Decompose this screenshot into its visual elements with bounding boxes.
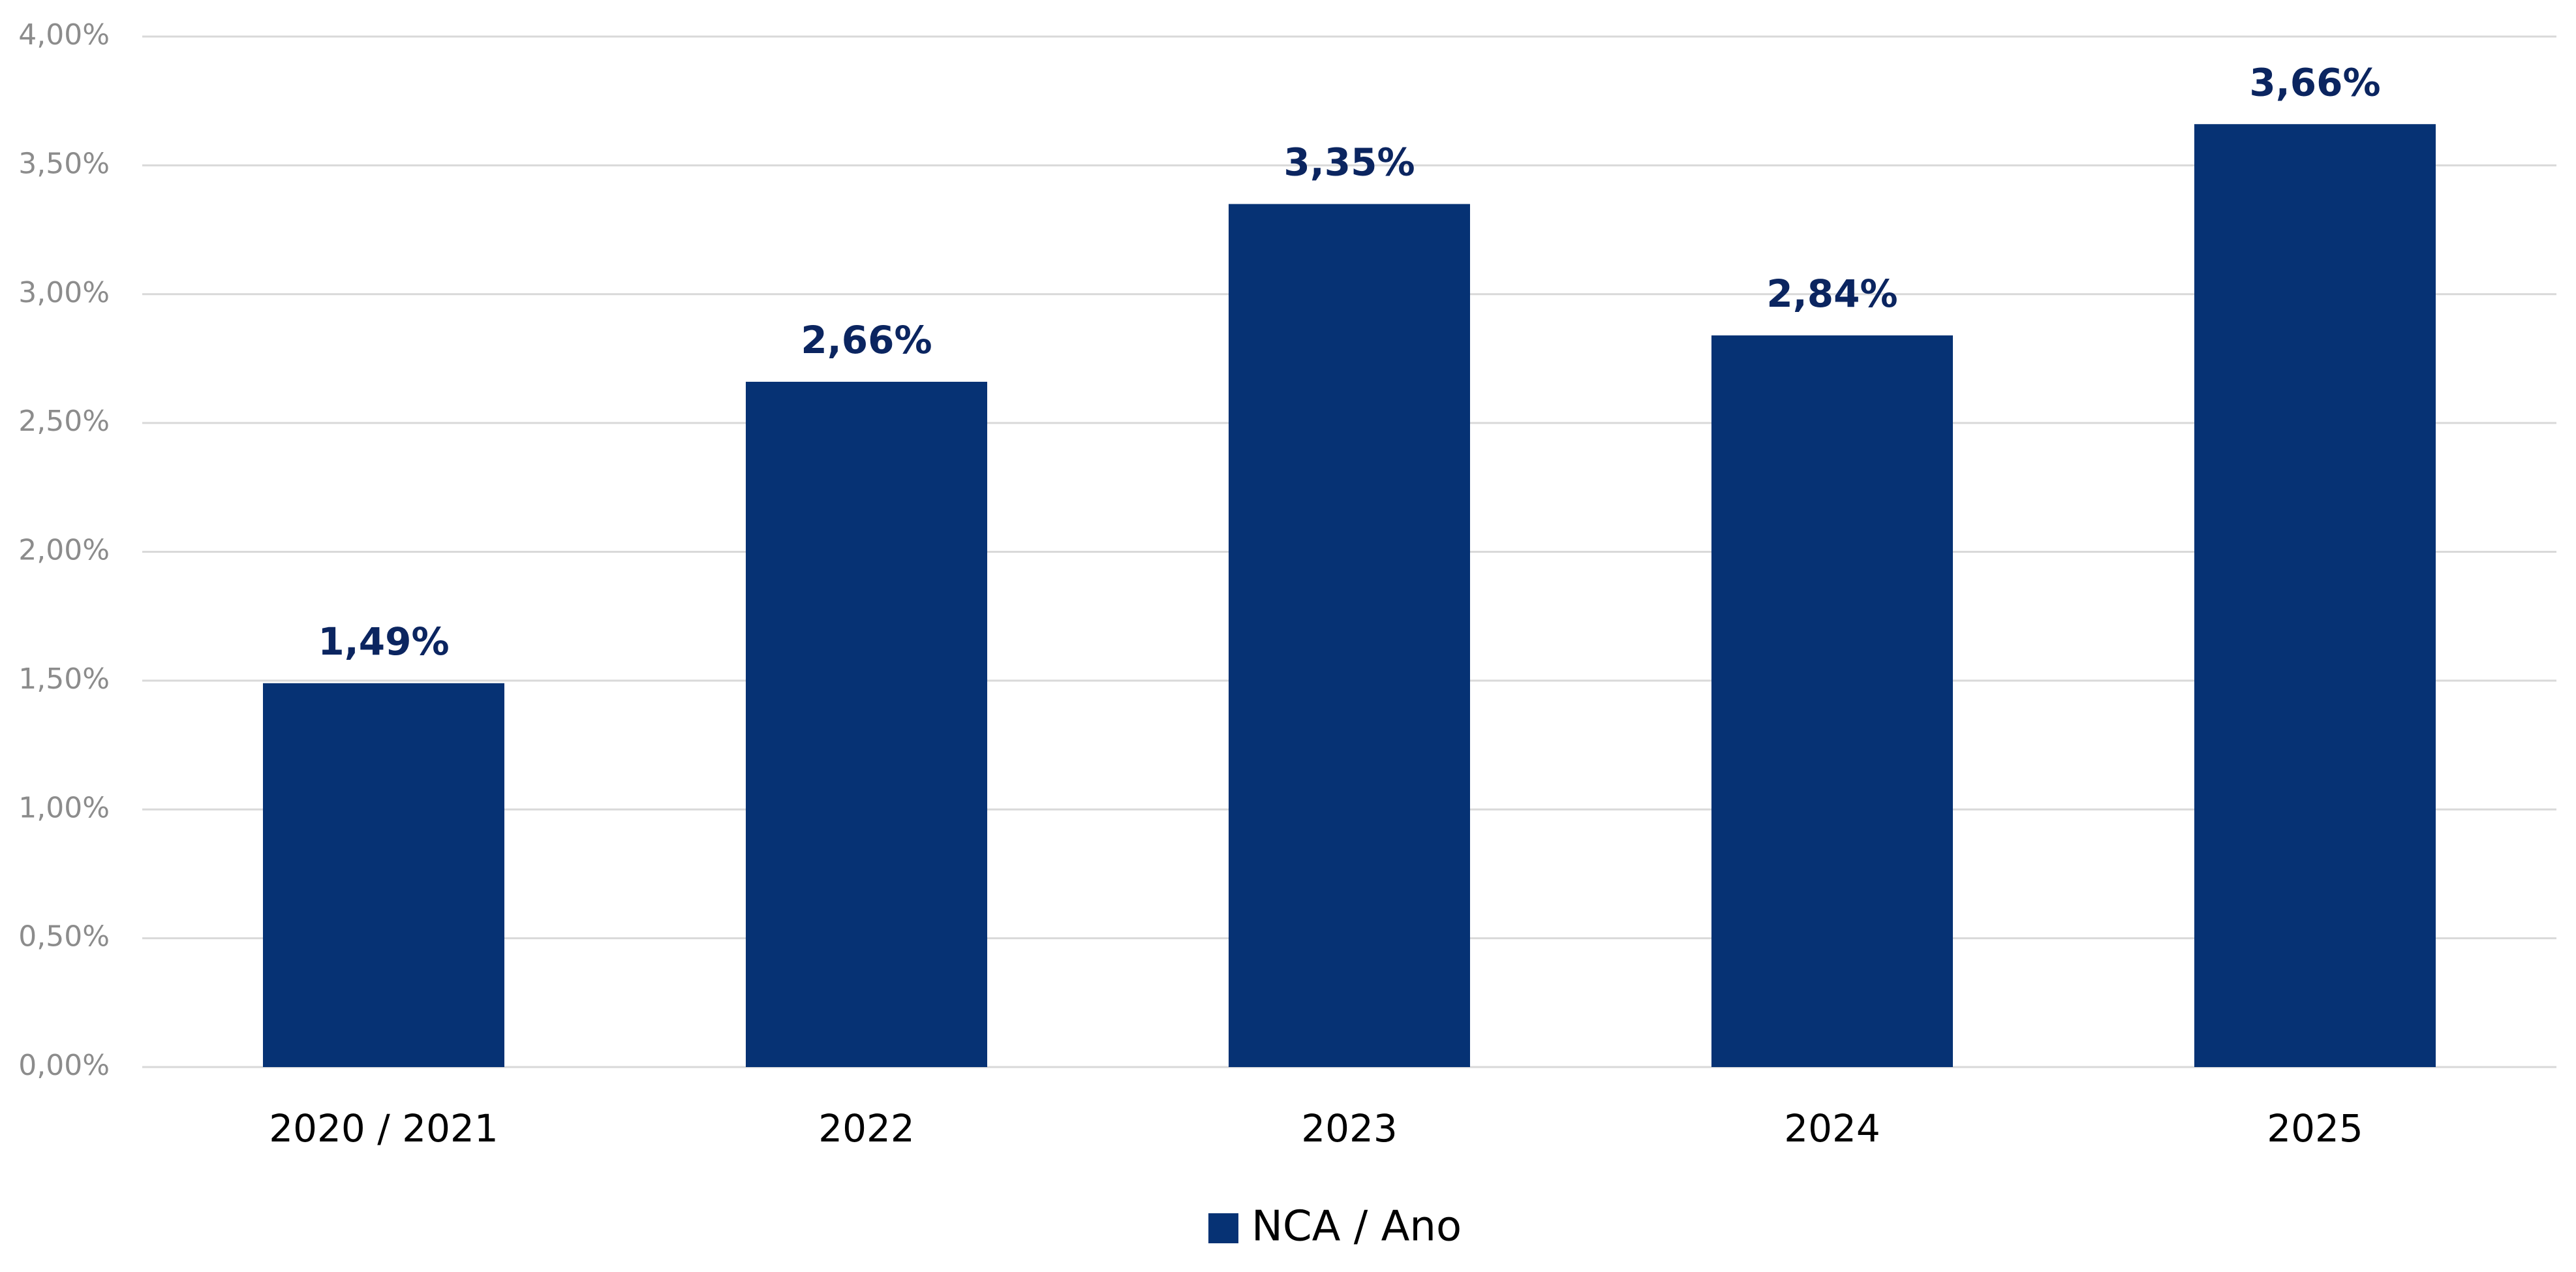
data-label: 3,35% <box>1283 140 1415 185</box>
y-tick-label: 3,50% <box>18 147 110 180</box>
data-label: 1,49% <box>318 619 449 664</box>
data-label: 2,84% <box>1766 271 1897 316</box>
y-tick-label: 1,00% <box>18 791 110 824</box>
y-tick-label: 2,50% <box>18 405 110 438</box>
bar <box>746 381 987 1067</box>
y-tick-label: 4,00% <box>18 18 110 52</box>
bar <box>263 683 504 1067</box>
bar <box>2194 124 2436 1068</box>
x-tick-label: 2024 <box>1784 1106 1880 1151</box>
y-tick-label: 2,00% <box>18 534 110 567</box>
x-tick-label: 2025 <box>2267 1106 2363 1151</box>
legend-swatch <box>1208 1213 1238 1243</box>
y-tick-label: 0,50% <box>18 920 110 954</box>
bar <box>1711 335 1953 1068</box>
data-label: 2,66% <box>801 318 932 362</box>
bar <box>1229 204 1470 1067</box>
x-tick-label: 2020 / 2021 <box>269 1106 498 1151</box>
x-tick-label: 2023 <box>1301 1106 1398 1151</box>
data-label: 3,66% <box>2249 60 2380 104</box>
legend-label: NCA / Ano <box>1251 1203 1462 1251</box>
y-tick-label: 1,50% <box>18 662 110 696</box>
y-tick-label: 0,00% <box>18 1049 110 1082</box>
y-tick-label: 3,00% <box>18 276 110 309</box>
x-tick-label: 2022 <box>818 1106 915 1151</box>
